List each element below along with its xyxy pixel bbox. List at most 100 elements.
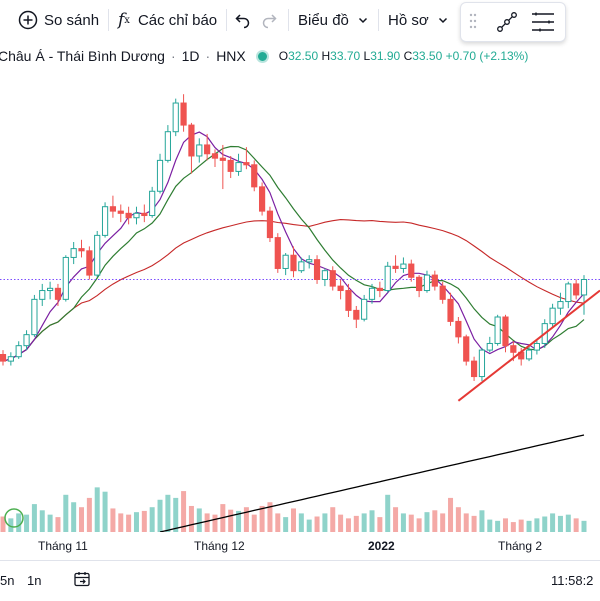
- menu-lines-icon[interactable]: [531, 11, 555, 38]
- volume-bar: [424, 512, 430, 532]
- volume-bar: [141, 510, 147, 532]
- volume-bar: [165, 494, 171, 532]
- volume-bar: [385, 494, 391, 532]
- volume-bar: [86, 497, 92, 532]
- candle-body: [549, 307, 556, 325]
- volume-bar: [55, 517, 61, 532]
- candle-body: [172, 102, 179, 133]
- volume-bar: [133, 512, 139, 532]
- candle-body: [392, 265, 399, 269]
- ohlc-values: O32.50 H33.70 L31.90 C33.50 +0.70 (+2.13…: [279, 49, 529, 63]
- volume-bar: [126, 514, 132, 532]
- candle-body: [39, 290, 46, 300]
- candle-body: [109, 206, 117, 212]
- volume-bar: [291, 508, 296, 532]
- volume-bar: [102, 491, 108, 532]
- candle-body: [266, 210, 274, 239]
- volume-bar: [24, 514, 30, 532]
- price-chart[interactable]: [0, 70, 600, 532]
- trend-line-tool-icon[interactable]: [495, 10, 519, 39]
- candle-body: [290, 254, 297, 272]
- volume-bar: [534, 518, 540, 532]
- low-value: 31.90: [370, 49, 401, 63]
- chart-type-button[interactable]: Biểu đồ: [298, 6, 369, 34]
- volume-bar: [298, 513, 304, 532]
- volume-bar: [110, 508, 116, 532]
- toolbar-divider: [378, 9, 379, 31]
- volume-bar: [47, 514, 53, 532]
- candle-body: [337, 285, 344, 292]
- volume-bar: [361, 513, 367, 532]
- candle-body: [321, 270, 329, 280]
- x-axis-label: Tháng 2: [498, 539, 543, 553]
- volume-bar: [581, 520, 587, 532]
- candle-body: [101, 206, 109, 236]
- toolbar-divider: [288, 9, 289, 31]
- symbol-legend: Châu Á - Thái Bình Dương · 1D · HNX O32.…: [0, 46, 528, 66]
- x-axis-label: Tháng 11: [38, 539, 88, 553]
- range-5d-button[interactable]: 5n: [0, 573, 15, 588]
- drag-handle-icon[interactable]: [469, 13, 477, 34]
- candle-body: [494, 316, 501, 344]
- candle-body: [149, 190, 156, 217]
- volume-bar: [338, 514, 344, 532]
- candle-body: [164, 131, 171, 161]
- volume-bar: [314, 516, 320, 532]
- candle-body: [313, 259, 321, 281]
- candle-body: [196, 144, 203, 157]
- volume-bar: [31, 504, 37, 532]
- volume-bar: [0, 516, 6, 532]
- open-value: 32.50: [288, 49, 319, 63]
- volume-bar: [259, 505, 265, 532]
- candle-body: [15, 345, 22, 358]
- marker-circle: [4, 508, 24, 528]
- candle-body: [243, 162, 250, 166]
- candle-body: [54, 287, 62, 300]
- candle-body: [478, 349, 486, 378]
- redo-button[interactable]: [260, 6, 278, 34]
- candle-body: [423, 274, 431, 292]
- candle-body: [580, 279, 588, 296]
- market-status-icon: [255, 49, 269, 63]
- volume-bar: [63, 494, 69, 532]
- volume-bar: [306, 519, 312, 532]
- undo-button[interactable]: [234, 6, 252, 34]
- volume-bar: [275, 513, 281, 532]
- profile-label: Hồ sơ: [388, 11, 429, 29]
- volume-bar: [173, 497, 179, 532]
- volume-bar: [39, 510, 45, 532]
- volume-bar: [212, 514, 218, 532]
- range-1m-button[interactable]: 1n: [27, 573, 42, 588]
- candle-body: [211, 153, 219, 159]
- volume-bar: [16, 513, 22, 532]
- candle-body: [282, 254, 289, 269]
- profile-button[interactable]: Hồ sơ: [388, 6, 449, 34]
- volume-bar: [432, 510, 438, 532]
- candle-body: [557, 301, 564, 309]
- candle-body: [376, 287, 383, 292]
- chart-type-label: Biểu đồ: [298, 11, 349, 29]
- volume-bar: [369, 510, 375, 532]
- candle-body: [400, 263, 407, 269]
- candle-body: [204, 144, 211, 155]
- date-range-icon[interactable]: [73, 570, 91, 591]
- candle-body: [117, 210, 124, 214]
- chevron-down-icon: [437, 14, 449, 26]
- candle-body: [156, 159, 164, 192]
- add-circle-icon: [18, 10, 38, 30]
- ma-long-line: [159, 434, 585, 532]
- candle-body: [416, 276, 423, 292]
- candle-body: [353, 309, 360, 320]
- candle-body: [251, 164, 258, 188]
- volume-bar: [455, 507, 461, 532]
- candle-body: [510, 345, 517, 353]
- volume-bar: [94, 487, 100, 532]
- compare-button[interactable]: So sánh: [18, 6, 99, 34]
- candle-body: [219, 157, 226, 161]
- symbol-name[interactable]: Châu Á - Thái Bình Dương: [0, 48, 165, 64]
- candle-body: [31, 298, 38, 336]
- candle-body: [361, 298, 368, 320]
- volume-bar: [557, 515, 563, 532]
- candle-body: [188, 124, 195, 157]
